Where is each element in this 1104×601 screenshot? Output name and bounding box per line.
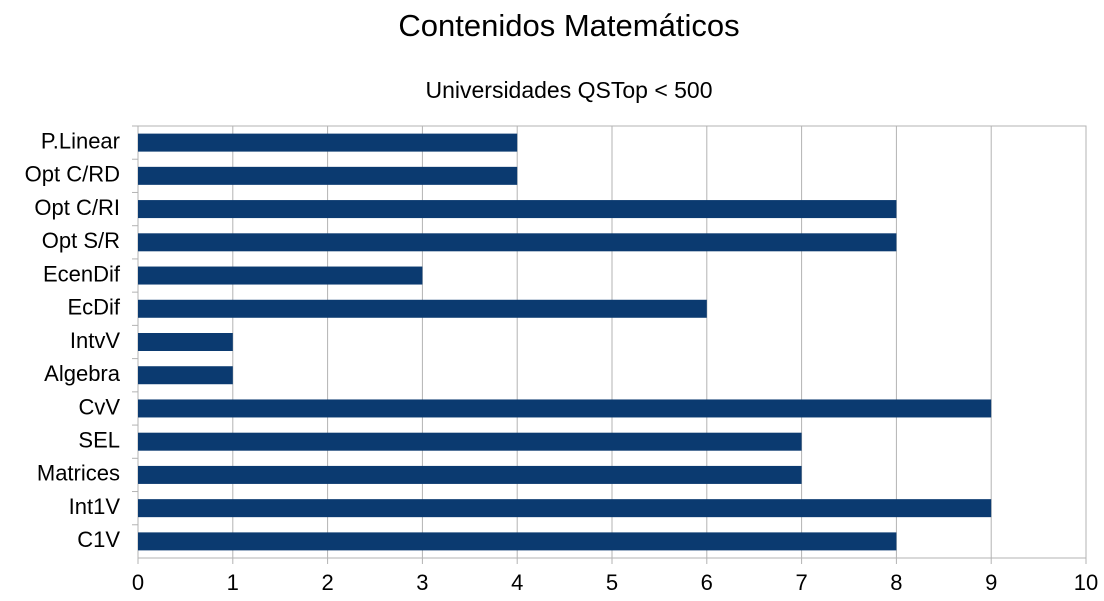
y-tick-label: C1V	[77, 527, 120, 552]
x-tick-label: 4	[511, 570, 523, 595]
bar	[138, 432, 802, 451]
bar	[138, 266, 423, 285]
bar	[138, 532, 897, 551]
y-tick-label: Opt S/R	[42, 228, 120, 253]
x-tick-label: 0	[132, 570, 144, 595]
y-tick-label: IntvV	[70, 328, 120, 353]
y-tick-label: CvV	[78, 394, 120, 419]
x-tick-label: 5	[606, 570, 618, 595]
chart-subtitle: Universidades QSTop < 500	[425, 77, 712, 103]
x-tick-label: 9	[985, 570, 997, 595]
bar	[138, 333, 233, 351]
bar	[138, 200, 897, 219]
x-tick-label: 6	[701, 570, 713, 595]
y-tick-label: Matrices	[37, 461, 120, 486]
y-tick-label: Opt C/RI	[34, 195, 120, 220]
x-tick-label: 1	[227, 570, 239, 595]
x-tick-label: 10	[1074, 570, 1098, 595]
bar	[138, 233, 897, 252]
bar	[138, 166, 518, 185]
x-tick-label: 7	[795, 570, 807, 595]
bar	[138, 299, 707, 318]
x-tick-label: 3	[416, 570, 428, 595]
y-tick-label: EcenDif	[43, 261, 121, 286]
bar	[138, 133, 518, 152]
x-tick-label: 2	[321, 570, 333, 595]
bar	[138, 499, 992, 518]
x-tick-label: 8	[890, 570, 902, 595]
y-tick-label: Algebra	[44, 361, 121, 386]
bar	[138, 399, 992, 418]
bar	[138, 366, 233, 385]
bar	[138, 465, 802, 484]
y-tick-label: Int1V	[69, 494, 121, 519]
y-tick-label: EcDif	[67, 295, 120, 320]
y-tick-label: P.Linear	[41, 128, 120, 153]
chart-title: Contenidos Matemáticos	[398, 8, 739, 43]
y-tick-label: Opt C/RD	[25, 162, 120, 187]
y-tick-label: SEL	[78, 428, 120, 453]
